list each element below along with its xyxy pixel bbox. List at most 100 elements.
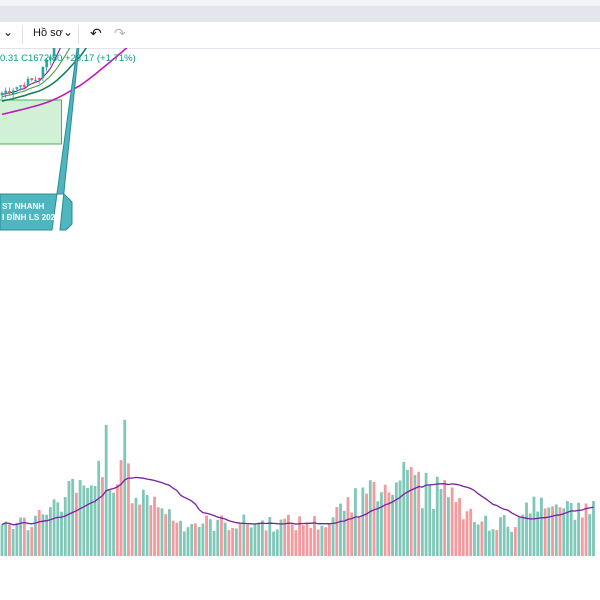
volume-bar bbox=[212, 530, 216, 556]
volume-bar bbox=[279, 519, 283, 556]
volume-bar bbox=[495, 530, 499, 556]
volume-bar bbox=[63, 497, 67, 556]
volume-bar bbox=[331, 517, 335, 556]
volume-bar bbox=[547, 507, 551, 556]
undo-icon[interactable]: ↶ bbox=[90, 25, 102, 41]
volume-bar bbox=[238, 522, 242, 556]
volume-bar bbox=[469, 508, 473, 556]
ohlc-legend: 0.31 C1672.80 +28.17 (+1.71%) bbox=[0, 53, 136, 64]
volume-bar bbox=[216, 519, 220, 556]
candle-body bbox=[34, 79, 37, 81]
volume-bar bbox=[443, 480, 447, 556]
volume-bar bbox=[101, 477, 104, 556]
volume-bar bbox=[171, 520, 175, 556]
volume-bar bbox=[484, 515, 487, 556]
volume-bar bbox=[435, 476, 439, 556]
volume-bar bbox=[75, 492, 78, 556]
volume-bar bbox=[376, 501, 380, 556]
volume-bar bbox=[0, 524, 4, 556]
volume-bar bbox=[476, 524, 480, 556]
toolbar-divider bbox=[78, 26, 79, 44]
candle-body bbox=[26, 78, 30, 86]
collapse-chevron-icon[interactable]: ⌄ bbox=[3, 25, 14, 39]
candle-body bbox=[45, 59, 48, 68]
volume-bar bbox=[506, 526, 510, 556]
volume-bar bbox=[26, 530, 30, 556]
volume-bar bbox=[220, 515, 223, 556]
volume-bar bbox=[208, 519, 212, 556]
volume-bar bbox=[458, 498, 461, 556]
volume-bar bbox=[521, 514, 525, 556]
volume-bar bbox=[573, 519, 577, 556]
volume-bar bbox=[447, 497, 450, 556]
volume-bar bbox=[145, 495, 149, 556]
volume-bar bbox=[394, 482, 398, 556]
volume-bar bbox=[510, 531, 514, 556]
volume-bar bbox=[417, 471, 421, 556]
volume-bar bbox=[197, 527, 201, 556]
volume-bar bbox=[432, 508, 435, 556]
volume-bar bbox=[525, 502, 528, 556]
volume-bar bbox=[52, 499, 56, 556]
volume-bar bbox=[346, 497, 350, 556]
candle-body bbox=[15, 87, 19, 89]
volume-bar bbox=[566, 501, 569, 556]
volume-bar bbox=[298, 516, 301, 556]
volume-bar bbox=[491, 529, 495, 556]
volume-bar bbox=[592, 501, 595, 556]
profile-menu-button[interactable]: Hồ sơ bbox=[33, 27, 63, 39]
volume-bar bbox=[223, 522, 227, 556]
volume-bar bbox=[342, 510, 346, 556]
volume-bar bbox=[372, 481, 376, 556]
candle-body bbox=[37, 78, 41, 80]
ma-line-50 bbox=[1, 48, 128, 116]
volume-bar bbox=[153, 496, 156, 556]
volume-bar bbox=[543, 508, 547, 556]
volume-bar bbox=[268, 517, 272, 556]
volume-bar bbox=[406, 469, 409, 556]
volume-bar bbox=[487, 530, 491, 556]
volume-bar bbox=[242, 514, 246, 556]
volume-bar bbox=[480, 521, 484, 556]
volume-bar bbox=[499, 517, 502, 556]
volume-bar bbox=[257, 522, 261, 556]
volume-bar bbox=[327, 523, 331, 556]
toolbar-divider bbox=[22, 26, 23, 44]
candle-body bbox=[19, 85, 22, 87]
volume-bar bbox=[97, 460, 101, 556]
volume-bar bbox=[357, 516, 361, 556]
volume-bar bbox=[424, 472, 428, 556]
volume-bar bbox=[454, 502, 458, 556]
volume-bar bbox=[368, 480, 372, 556]
volume-bar bbox=[584, 503, 588, 556]
volume-bar bbox=[190, 524, 194, 556]
volume-bar bbox=[324, 527, 328, 556]
profile-chevron-icon[interactable]: ⌄ bbox=[63, 25, 74, 39]
redo-icon[interactable]: ↷ bbox=[114, 25, 126, 41]
volume-bar bbox=[11, 528, 15, 556]
candle-body bbox=[30, 78, 34, 80]
volume-bar bbox=[138, 504, 142, 556]
annotation-callout bbox=[0, 48, 80, 231]
volume-bar bbox=[283, 518, 287, 556]
volume-bar bbox=[350, 512, 354, 556]
volume-bar bbox=[22, 517, 26, 556]
volume-bar bbox=[149, 505, 153, 556]
volume-bar bbox=[234, 528, 238, 556]
volume-bar bbox=[528, 513, 532, 556]
volume-bar bbox=[320, 525, 324, 556]
volume-bar bbox=[354, 488, 357, 556]
volume-ma-line bbox=[1, 476, 594, 526]
volume-bar bbox=[402, 462, 406, 556]
volume-bar bbox=[201, 523, 205, 556]
volume-bar bbox=[513, 527, 517, 556]
volume-bar bbox=[205, 515, 208, 556]
volume-bar bbox=[380, 492, 383, 556]
candle-body bbox=[49, 56, 52, 60]
volume-bar bbox=[168, 509, 171, 556]
volume-bar bbox=[335, 507, 339, 556]
volume-bar bbox=[287, 514, 290, 556]
volume-bar bbox=[272, 531, 275, 556]
volume-bar bbox=[339, 503, 342, 556]
